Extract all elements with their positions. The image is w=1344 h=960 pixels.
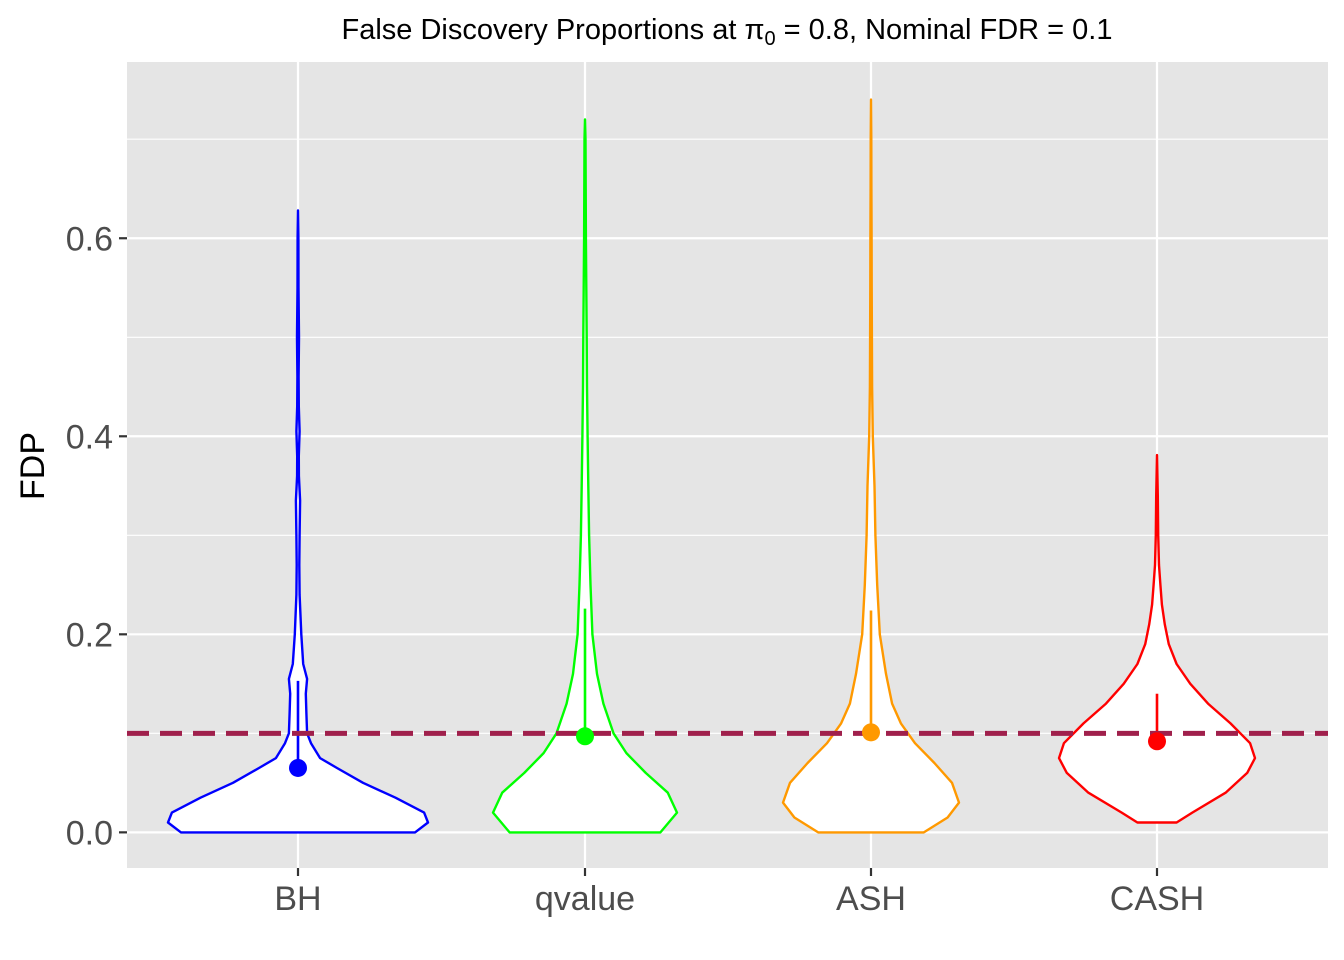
title-subscript: 0 <box>764 28 775 50</box>
mean-point-cash <box>1148 732 1166 751</box>
x-tick-label-qvalue: qvalue <box>535 880 635 918</box>
title-symbol: π <box>744 14 764 46</box>
violin-cash <box>1057 453 1257 824</box>
violin-qvalue <box>491 118 679 834</box>
y-tick-label: 0.2 <box>66 616 113 654</box>
summary-points <box>289 723 1166 777</box>
mean-point-ash <box>862 723 880 742</box>
x-tick-label-cash: CASH <box>1110 880 1204 918</box>
violins <box>166 98 1257 834</box>
axes: 0.0 0.2 0.4 0.6 BH qvalue ASH CASH <box>66 220 1205 918</box>
x-tick-label-bh: BH <box>274 880 321 918</box>
mean-point-qvalue <box>576 727 594 746</box>
violin-ash <box>781 98 961 834</box>
y-tick-label: 0.6 <box>66 220 113 258</box>
title-prefix: False Discovery Proportions at <box>342 14 745 46</box>
violin-bh <box>166 209 430 834</box>
title-suffix: = 0.8, Nominal FDR = 0.1 <box>776 14 1113 46</box>
chart-title: False Discovery Proportions at π0 = 0.8,… <box>342 14 1113 50</box>
y-tick-label: 0.0 <box>66 814 113 852</box>
y-axis-title: FDP <box>14 432 52 500</box>
y-tick-label: 0.4 <box>66 418 113 456</box>
x-tick-label-ash: ASH <box>836 880 906 918</box>
mean-point-bh <box>289 758 307 777</box>
